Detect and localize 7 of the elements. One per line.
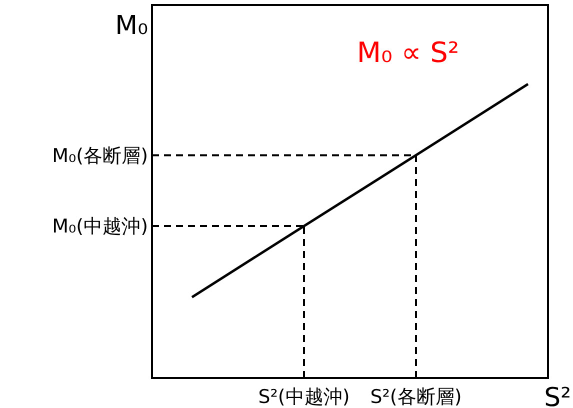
x-tick-label: S²(各断層) <box>370 386 462 408</box>
y-axis-title: M₀ <box>115 11 148 41</box>
x-tick-label: S²(中越沖) <box>258 386 350 408</box>
x-axis-title: S² <box>544 383 571 408</box>
chart-title: M₀ ∝ S² <box>356 36 460 69</box>
ref-line-label: M₀(各断層) <box>52 144 148 167</box>
ref-line-label: M₀(中越沖) <box>52 216 148 238</box>
